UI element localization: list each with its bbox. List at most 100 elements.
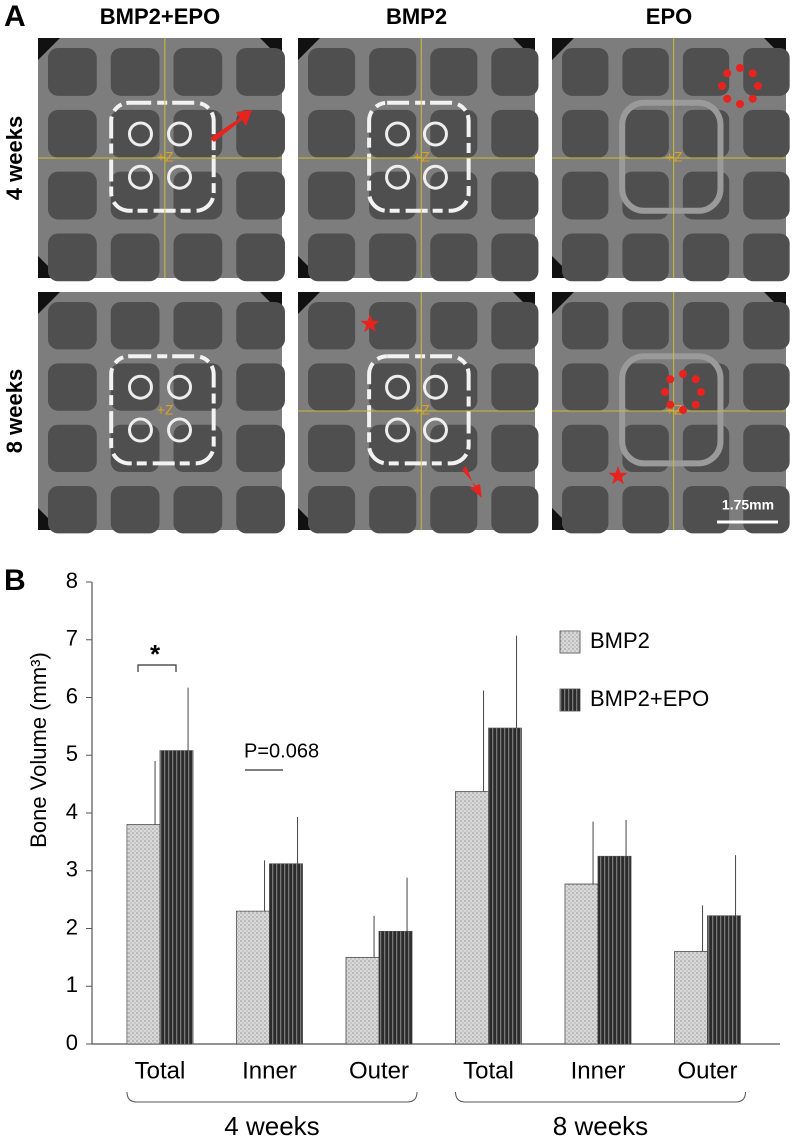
pore — [682, 302, 730, 350]
group-label: 4 weeks — [224, 1111, 319, 1141]
annotation: * — [150, 639, 161, 669]
y-tick-label: 4 — [66, 799, 78, 824]
significance-bracket — [137, 664, 177, 672]
y-tick-label: 8 — [66, 568, 78, 593]
column-label: EPO — [646, 4, 692, 29]
pore — [491, 171, 539, 220]
legend-label: BMP2 — [590, 628, 650, 653]
bone — [167, 121, 193, 147]
y-tick-label: 0 — [66, 1030, 78, 1055]
column-label: BMP2 — [386, 4, 447, 29]
pore — [110, 486, 160, 534]
bar-texture — [455, 791, 489, 1044]
pore — [622, 486, 669, 534]
pore — [562, 233, 609, 282]
pore — [562, 171, 609, 220]
pore — [48, 48, 97, 96]
pore — [308, 48, 356, 96]
pore — [369, 109, 417, 158]
bar-texture — [269, 863, 303, 1044]
dot — [736, 64, 744, 72]
arrow — [462, 466, 482, 498]
bone — [385, 164, 411, 190]
pore — [369, 171, 417, 220]
pore — [308, 171, 356, 220]
image-marker: +Z — [157, 402, 174, 418]
pore — [430, 424, 478, 473]
pore — [622, 302, 669, 350]
pore — [562, 424, 609, 473]
dot — [736, 100, 744, 108]
ct-image: +Z — [38, 38, 285, 282]
bone — [127, 374, 153, 400]
dot — [661, 388, 669, 396]
legend-texture — [560, 689, 580, 711]
pore — [743, 424, 790, 473]
pore — [562, 109, 609, 158]
bone — [422, 374, 448, 400]
pore — [622, 109, 669, 158]
bone — [367, 354, 471, 466]
pore — [430, 48, 478, 96]
bone — [422, 417, 448, 443]
pore — [491, 233, 539, 282]
group-bracket — [455, 1091, 746, 1103]
pore — [308, 363, 356, 411]
pore — [236, 424, 285, 473]
bone — [385, 417, 411, 443]
pore — [110, 302, 160, 350]
ct-image: +Z — [552, 292, 790, 534]
y-tick-label: 7 — [66, 626, 78, 651]
dot — [718, 82, 726, 90]
dot — [723, 69, 732, 78]
dot — [723, 94, 732, 103]
dot — [697, 388, 705, 396]
star — [360, 314, 380, 333]
group-bracket — [126, 1091, 418, 1103]
pore — [236, 233, 285, 282]
panel-label: A — [4, 0, 26, 33]
pore — [743, 302, 790, 350]
pore — [491, 48, 539, 96]
bone — [385, 374, 411, 400]
pore — [430, 363, 478, 411]
pore — [430, 171, 478, 220]
y-tick-label: 2 — [66, 914, 78, 939]
pore — [430, 109, 478, 158]
pore — [369, 48, 417, 96]
pore — [48, 363, 97, 411]
y-tick-label: 3 — [66, 857, 78, 882]
scaffold-ring — [619, 353, 724, 467]
ct-image: +Z — [38, 292, 285, 534]
image-marker: +Z — [666, 149, 683, 165]
pore — [48, 486, 97, 534]
dot — [748, 94, 757, 103]
pore — [369, 486, 417, 534]
image-marker: +Z — [413, 149, 430, 165]
pore — [48, 424, 97, 473]
pore — [622, 48, 669, 96]
pore — [491, 302, 539, 350]
pore — [430, 486, 478, 534]
pore — [173, 109, 223, 158]
scaffold-ring — [619, 99, 724, 214]
image-marker: +Z — [157, 149, 174, 165]
pore — [48, 171, 97, 220]
pore — [236, 109, 285, 158]
bar-texture — [707, 915, 741, 1044]
pore — [48, 302, 97, 350]
star — [608, 466, 628, 485]
pore — [48, 233, 97, 282]
bone — [167, 374, 193, 400]
x-tick-label: Total — [135, 1057, 186, 1084]
annotation: P=0.068 — [244, 740, 319, 762]
x-tick-label: Outer — [677, 1057, 737, 1084]
pore — [369, 233, 417, 282]
bone — [127, 121, 153, 147]
pore — [491, 109, 539, 158]
legend-label: BMP2+EPO — [590, 686, 709, 711]
bone — [109, 100, 216, 213]
pore — [308, 302, 356, 350]
y-tick-label: 1 — [66, 972, 78, 997]
ct-image: +Z — [298, 292, 539, 534]
